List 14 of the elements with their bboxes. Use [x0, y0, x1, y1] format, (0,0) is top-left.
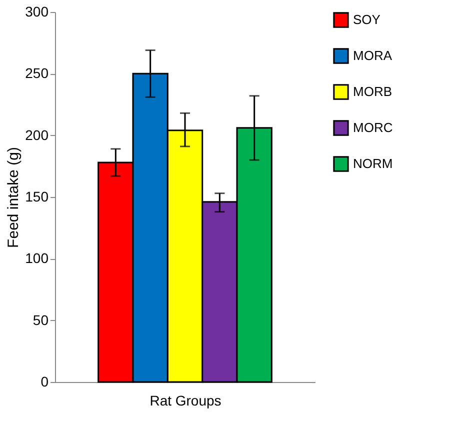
y-tick-label: 300	[25, 4, 49, 20]
legend-label: MORB	[353, 84, 392, 99]
y-tick-label: 250	[25, 65, 49, 82]
legend-label: SOY	[353, 12, 381, 27]
y-tick-label: 200	[25, 126, 49, 143]
legend-label: NORM	[353, 156, 393, 171]
y-tick-label: 0	[40, 374, 49, 390]
legend-label: MORC	[353, 120, 393, 135]
y-tick-label: 150	[25, 188, 49, 204]
y-tick-label: 50	[32, 312, 49, 328]
y-axis-title: Feed intake (g)	[5, 147, 22, 248]
x-axis-title: Rat Groups	[150, 392, 222, 408]
legend-label: MORA	[353, 48, 392, 63]
y-tick-label: 100	[25, 250, 49, 266]
